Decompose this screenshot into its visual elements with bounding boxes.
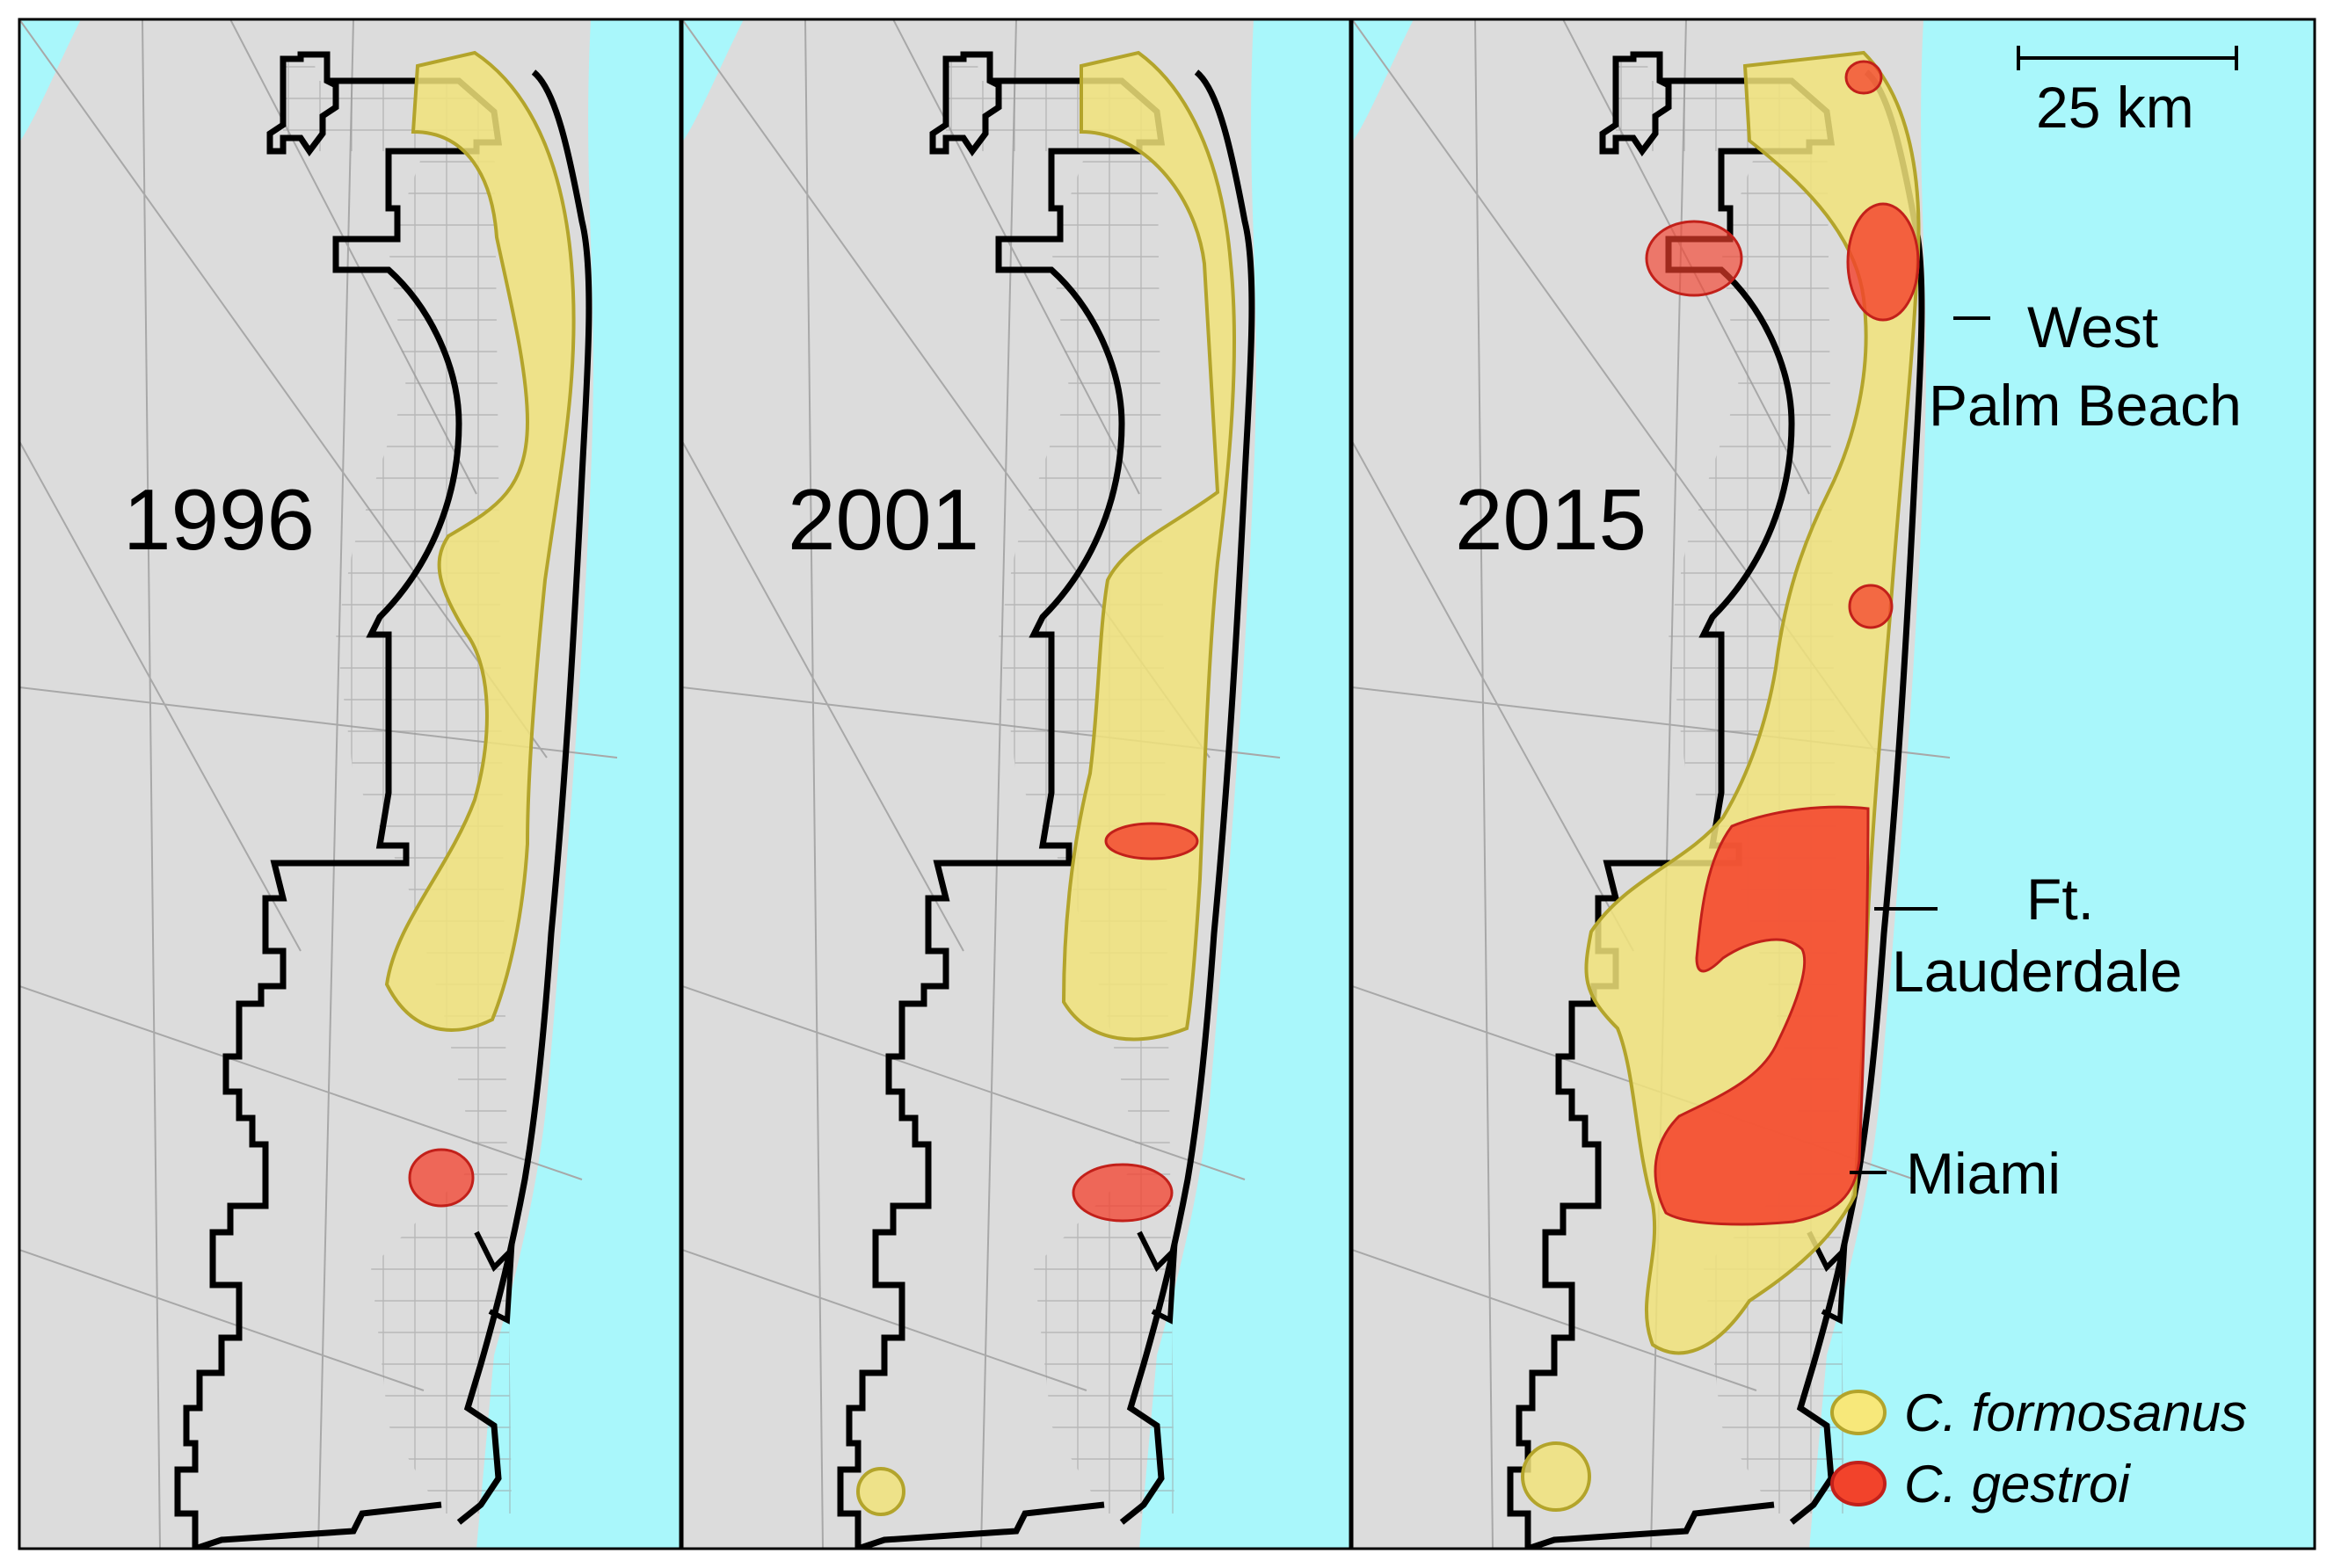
gestroi-range-2001-miami	[1072, 1163, 1174, 1223]
legend-swatch-formosanus	[1830, 1390, 1887, 1435]
legend: C. formosanus C. gestroi	[1830, 1383, 2247, 1514]
formosanus-range-1996	[384, 50, 576, 1032]
city-label-west-palm-beach: West Palm Beach	[1929, 294, 2242, 438]
svg-text:Palm Beach: Palm Beach	[1929, 373, 2242, 438]
gestroi-range-2015-west	[1645, 220, 1743, 297]
formosanus-range-2001-south	[856, 1467, 905, 1516]
scale-bar-label: 25 km	[2036, 75, 2194, 140]
legend-item-formosanus: C. formosanus	[1830, 1383, 2247, 1442]
city-label-miami: Miami	[1850, 1141, 2061, 1206]
gestroi-range-2015-wpb	[1846, 202, 1920, 322]
scale-bar: 25 km	[2017, 46, 2238, 140]
map-panel-1996	[19, 19, 705, 1549]
year-label-2015: 2015	[1455, 471, 1647, 568]
map-panel-2015	[1352, 19, 2315, 1549]
gestroi-range-1996-miami	[408, 1148, 475, 1208]
legend-item-gestroi: C. gestroi	[1830, 1455, 2131, 1514]
year-label-1996: 1996	[123, 471, 315, 568]
svg-text:C. gestroi: C. gestroi	[1904, 1455, 2131, 1514]
gestroi-range-2015-main	[1654, 805, 1870, 1226]
svg-text:Miami: Miami	[1906, 1141, 2061, 1206]
svg-text:West: West	[2027, 294, 2158, 359]
formosanus-range-2015-south	[1521, 1441, 1591, 1512]
svg-text:Ft.: Ft.	[2026, 867, 2094, 932]
city-label-ft-lauderdale: Ft. Lauderdale	[1874, 867, 2182, 1004]
gestroi-range-2015-mid	[1848, 584, 1894, 629]
formosanus-range-2001	[1061, 50, 1237, 1042]
year-label-2001: 2001	[788, 471, 979, 568]
svg-text:Lauderdale: Lauderdale	[1892, 939, 2182, 1004]
legend-swatch-gestroi	[1830, 1461, 1887, 1506]
svg-text:C. formosanus: C. formosanus	[1904, 1383, 2247, 1442]
map-panel-2001	[682, 19, 1368, 1549]
gestroi-range-2015-north	[1844, 60, 1883, 95]
gestroi-range-2001-ftlauderdale	[1104, 822, 1199, 860]
